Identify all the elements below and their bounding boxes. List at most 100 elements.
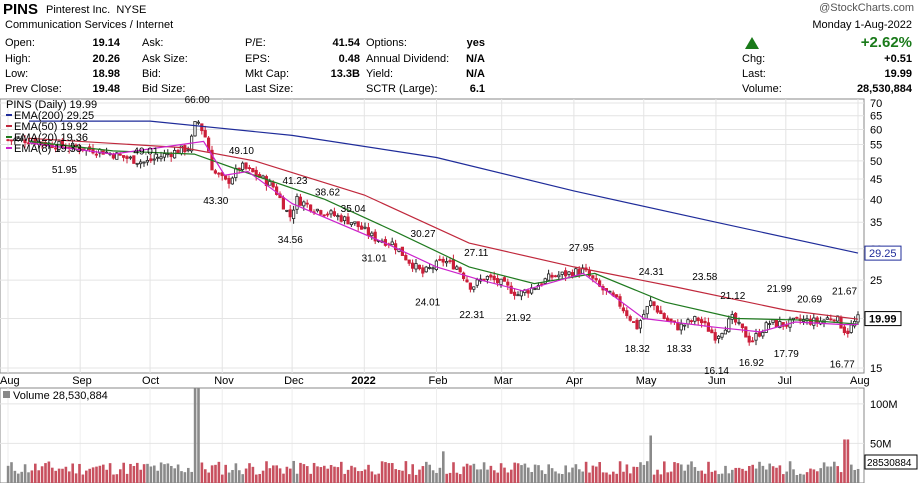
volume-bar <box>435 472 438 483</box>
volume-bar <box>306 466 309 483</box>
candle-body <box>703 320 707 324</box>
candle-body <box>424 266 428 273</box>
price-tick-label: 35 <box>870 217 882 229</box>
quote-label: Ask Size: <box>142 53 188 65</box>
volume-bar <box>578 469 581 483</box>
volume-bar <box>302 464 306 483</box>
volume-bar <box>748 466 751 483</box>
volume-bar <box>44 463 47 483</box>
volume-bar <box>751 464 754 483</box>
volume-bar <box>57 468 61 483</box>
chg-label: Chg: <box>742 53 766 65</box>
candle-body <box>727 318 731 333</box>
volume-bar <box>686 464 690 483</box>
ema200-line <box>29 120 859 254</box>
quote-value: 20.26 <box>92 53 120 65</box>
volume-tick-label: 100M <box>870 399 898 411</box>
candle-body <box>438 258 442 261</box>
volume-bar <box>663 461 666 483</box>
volume-bar <box>156 470 159 483</box>
volume-bar <box>775 467 778 483</box>
candle-body <box>564 270 568 277</box>
volume-bar <box>360 470 363 483</box>
candle-body <box>417 264 422 270</box>
volume-bar <box>843 439 846 483</box>
price-tick-label: 55 <box>870 139 882 151</box>
candle-body <box>700 319 704 324</box>
candle-body <box>669 318 673 322</box>
month-label: Nov <box>214 375 234 387</box>
volume-bar <box>129 463 132 483</box>
volume-bar <box>112 474 115 483</box>
candle-body <box>710 329 714 334</box>
quote-label: P/E: <box>245 37 266 49</box>
candle-body <box>485 275 490 280</box>
candle-body <box>472 286 476 290</box>
volume-bar <box>353 467 357 483</box>
volume-bar <box>805 472 809 483</box>
candle-body <box>679 323 683 331</box>
company-name: Pinterest Inc. NYSE <box>46 4 147 16</box>
volume-bar <box>425 461 428 483</box>
candle-body <box>785 324 789 327</box>
candle-body <box>353 221 357 224</box>
candle-body <box>625 310 629 317</box>
candle-body <box>291 209 296 219</box>
candle-body <box>254 169 258 177</box>
price-annotation: 21.12 <box>720 291 745 302</box>
volume-bar <box>285 466 289 483</box>
volume-bar <box>163 464 166 483</box>
candle-body <box>519 290 524 297</box>
candle-body <box>774 319 779 328</box>
volume-bar <box>516 463 520 483</box>
candle-body <box>122 155 126 158</box>
volume-bar <box>642 464 646 483</box>
volume-bar <box>299 462 302 483</box>
volume-bar <box>533 464 537 483</box>
volume-bar <box>833 461 836 483</box>
volume-bar <box>816 471 819 483</box>
volume-bar <box>295 473 299 483</box>
volume-bar <box>428 464 431 483</box>
volume-label: Volume: <box>742 83 782 95</box>
candle-body <box>547 273 551 281</box>
candle-body <box>737 321 741 324</box>
candle-body <box>764 322 768 333</box>
volume-bar <box>846 439 850 483</box>
candle-body <box>359 225 364 230</box>
candle-body <box>410 262 415 269</box>
volume-bar <box>221 474 224 483</box>
volume-bar <box>799 473 802 483</box>
volume-bar <box>20 471 23 483</box>
volume-bar <box>601 472 605 483</box>
quote-value: 13.3B <box>330 68 360 80</box>
price-annotation: 24.01 <box>415 298 440 309</box>
candle-body <box>696 317 700 322</box>
candle-body <box>645 305 649 315</box>
month-label: Aug <box>850 375 870 387</box>
quote-value: yes <box>466 37 485 49</box>
candle-body <box>560 271 564 275</box>
candle-body <box>135 162 139 165</box>
volume-bar <box>210 465 214 483</box>
volume-bar <box>537 465 540 483</box>
up-arrow-icon <box>745 37 759 49</box>
volume-bar <box>676 463 680 483</box>
candle-body <box>815 317 819 324</box>
volume-bar <box>214 464 217 483</box>
candle-body <box>421 267 425 274</box>
candle-body <box>152 158 156 161</box>
price-annotation: 51.95 <box>52 165 77 176</box>
candle-body <box>213 170 217 174</box>
volume-bar <box>10 462 13 483</box>
volume-bar <box>700 470 703 483</box>
candle-body <box>621 307 626 312</box>
volume-legend-swatch <box>3 391 10 398</box>
candle-body <box>145 159 149 163</box>
volume-bar <box>40 466 44 483</box>
candle-body <box>499 278 503 285</box>
volume-bar <box>268 468 272 483</box>
volume-bar <box>275 465 278 483</box>
volume-bar <box>102 464 105 483</box>
volume-bar <box>493 470 496 483</box>
